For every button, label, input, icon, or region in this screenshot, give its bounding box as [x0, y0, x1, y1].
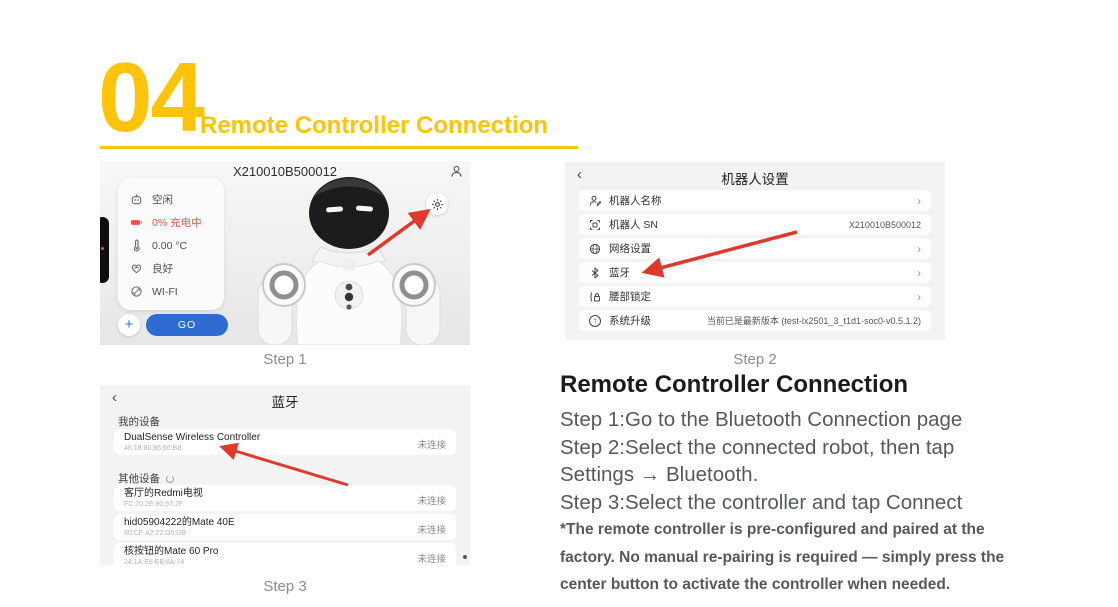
- user-icon[interactable]: [450, 165, 463, 178]
- status-mode-label: 空闲: [152, 194, 173, 206]
- step2-caption: Step 2: [733, 351, 777, 368]
- robot-head-icon: [131, 194, 142, 205]
- step3-caption: Step 3: [263, 578, 307, 595]
- section-underline: [100, 146, 578, 149]
- description-step-line: Step 2:Select the connected robot, then …: [560, 435, 955, 459]
- device-mac: 24:1A:E6:EB:8A:74: [124, 559, 185, 565]
- device-name: 核按钮的Mate 60 Pro: [124, 546, 219, 557]
- settings-row-network[interactable]: 网络设置 ›: [579, 238, 931, 259]
- device-name: DualSense Wireless Controller: [124, 432, 261, 443]
- my-devices-label: 我的设备: [118, 416, 160, 428]
- robot-sn-value: X210010B500012: [848, 219, 921, 230]
- description-step-line: Step 3:Select the controller and tap Con…: [560, 490, 963, 514]
- settings-row-label: 机器人名称: [609, 195, 662, 207]
- description-note-line: factory. No manual re-pairing is require…: [560, 548, 1005, 566]
- status-network-label: WI-FI: [152, 285, 178, 298]
- add-button[interactable]: +: [118, 314, 140, 336]
- device-row-mate40e[interactable]: hid05904222的Mate 40E 80:CF:A2:22:D5:DB 未…: [114, 514, 456, 540]
- settings-row-system-upgrade[interactable]: ↑ 系统升级 当前已是最新版本 (test-lx2501_3_t1d1-soc0…: [579, 310, 931, 331]
- device-mac: 48:18:80:86:66:B8: [124, 445, 182, 452]
- description-note-line: center button to activate the controller…: [560, 576, 951, 593]
- thermometer-icon: [133, 239, 140, 252]
- gear-icon: [431, 198, 443, 210]
- step1-caption: Step 1: [263, 351, 307, 368]
- description-heading: Remote Controller Connection: [560, 371, 909, 398]
- status-battery-label: 0% 充电中: [152, 217, 202, 229]
- heart-icon: [131, 264, 142, 274]
- device-status: 未连接: [417, 440, 446, 451]
- link-icon: [131, 286, 142, 297]
- settings-row-label: 机器人 SN: [609, 219, 659, 231]
- status-temp-label: 0.00 °C: [152, 239, 188, 252]
- back-icon[interactable]: ‹: [112, 389, 117, 406]
- device-mac: FC:70:2E:90:97:2F: [124, 501, 184, 508]
- device-name: 客厅的Redmi电视: [124, 488, 203, 499]
- settings-row-label: 腰部锁定: [609, 291, 651, 303]
- description-step-line: Step 1:Go to the Bluetooth Connection pa…: [560, 408, 963, 431]
- settings-row-waist-lock[interactable]: 腰部锁定 ›: [579, 286, 931, 307]
- chevron-right-icon: ›: [917, 241, 921, 256]
- scan-icon: [590, 219, 600, 230]
- device-status: 未连接: [417, 496, 446, 507]
- version-value: 当前已是最新版本 (test-lx2501_3_t1d1-soc0-v0.5.1…: [706, 316, 921, 326]
- status-row-mode: 空闲: [130, 188, 224, 211]
- settings-row-label: 网络设置: [609, 243, 651, 255]
- robot-serial-title: X210010B500012: [232, 164, 338, 179]
- battery-icon: [130, 220, 143, 225]
- device-status: 未连接: [417, 554, 446, 565]
- chevron-right-icon: ›: [917, 265, 921, 280]
- device-row-dualsense[interactable]: DualSense Wireless Controller 48:18:80:8…: [114, 429, 456, 455]
- device-row-redmi-tv[interactable]: 客厅的Redmi电视 FC:70:2E:90:97:2F 未连接: [114, 485, 456, 511]
- device-row-mate60pro[interactable]: 核按钮的Mate 60 Pro 24:1A:E6:EB:8A:74 未连接: [114, 543, 456, 565]
- chevron-right-icon: ›: [917, 193, 921, 208]
- device-status: 未连接: [417, 525, 446, 536]
- settings-row-bluetooth[interactable]: 蓝牙 ›: [579, 262, 931, 283]
- settings-row-robot-sn[interactable]: 机器人 SN X210010B500012: [579, 214, 931, 235]
- settings-list: 机器人名称 › 机器人 SN X210010B500012: [579, 190, 931, 334]
- description-steps: Step 1:Go to the Bluetooth Connection pa…: [560, 406, 962, 516]
- settings-row-robot-name[interactable]: 机器人名称 ›: [579, 190, 931, 211]
- bluetooth-page-title: 蓝牙: [271, 395, 299, 410]
- settings-row-label: 蓝牙: [609, 267, 630, 279]
- waist-lock-icon: [590, 291, 600, 302]
- step1-screenshot: X210010B500012: [100, 161, 470, 345]
- device-name: hid05904222的Mate 40E: [124, 517, 235, 528]
- settings-button[interactable]: [426, 193, 448, 215]
- description-note-line: *The remote controller is pre-configured…: [560, 521, 985, 538]
- status-row-health: 良好: [130, 257, 224, 280]
- side-handle[interactable]: [100, 217, 109, 283]
- device-mac: 80:CF:A2:22:D5:DB: [124, 530, 186, 537]
- description-note: *The remote controller is pre-configured…: [560, 516, 1004, 599]
- settings-page-title: 机器人设置: [721, 172, 789, 187]
- globe-icon: [589, 243, 601, 254]
- step3-screenshot: ‹ 蓝牙 我的设备 DualSense Wireless Controller …: [100, 385, 470, 565]
- scroll-indicator: [463, 555, 467, 559]
- description-step-line: Settings → Bluetooth.: [560, 463, 759, 486]
- section-title: Remote Controller Connection: [200, 112, 549, 139]
- other-devices-label: 其他设备: [118, 471, 174, 486]
- upgrade-icon: ↑: [589, 314, 601, 327]
- person-edit-icon: [589, 195, 601, 206]
- settings-row-label: 系统升级: [609, 315, 651, 327]
- go-button[interactable]: GO: [146, 314, 228, 336]
- back-icon[interactable]: ‹: [577, 166, 582, 183]
- section-number: 04: [98, 42, 205, 152]
- status-row-battery: 0% 充电中: [130, 211, 224, 234]
- status-row-temp: 0.00 °C: [130, 234, 224, 257]
- status-health-label: 良好: [152, 263, 173, 275]
- status-card: 空闲 0% 充电中 0.00 °C: [118, 178, 224, 310]
- status-row-network: WI-FI: [130, 280, 224, 303]
- step2-screenshot: ‹ 机器人设置 机器人名称 ›: [565, 162, 945, 340]
- loading-spinner-icon: [166, 475, 174, 483]
- bluetooth-icon: [591, 267, 599, 278]
- chevron-right-icon: ›: [917, 289, 921, 304]
